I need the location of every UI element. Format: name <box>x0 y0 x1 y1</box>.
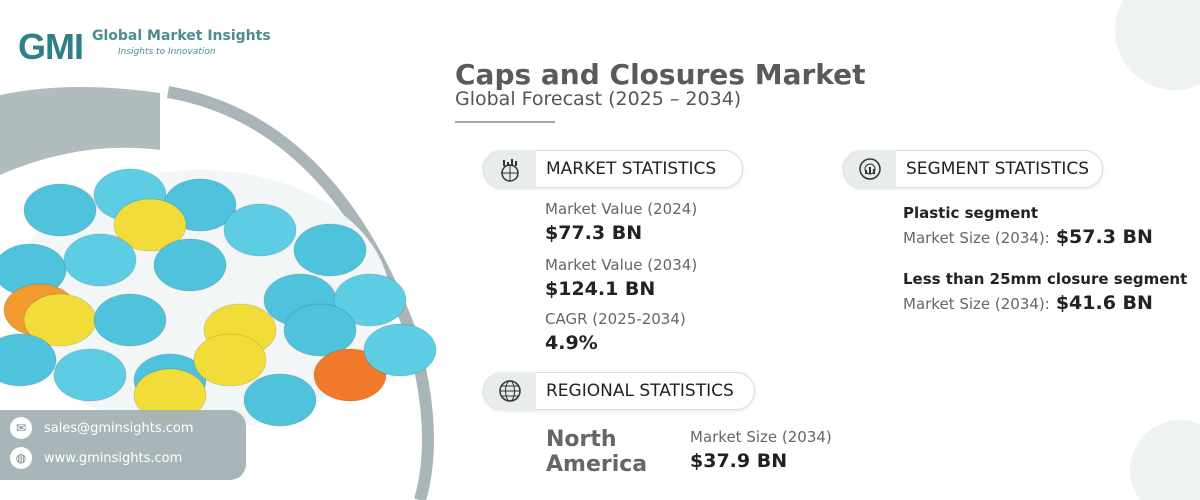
logo: GMI <box>18 26 84 67</box>
plastic-segment-name: Plastic segment <box>903 204 1039 222</box>
brand-tagline: Insights to Innovation <box>118 47 216 57</box>
plastic-segment-value: $57.3 BN <box>1055 226 1153 248</box>
email-link[interactable]: ✉ sales@gminsights.com <box>10 417 194 439</box>
plastic-segment-label: Market Size (2034): <box>903 229 1050 247</box>
plastic-segment-row: Market Size (2034): $57.3 BN <box>903 226 1153 248</box>
bottle-caps-image <box>0 168 437 430</box>
bottle-cap <box>333 273 407 327</box>
email-icon: ✉ <box>10 417 32 439</box>
website-link[interactable]: ◍ www.gminsights.com <box>10 447 182 469</box>
target-chart-icon <box>844 150 896 188</box>
bottle-cap <box>0 333 57 387</box>
bottle-cap <box>243 373 317 427</box>
cagr-value: 4.9% <box>545 332 598 354</box>
market-statistics-heading: MARKET STATISTICS <box>546 159 717 179</box>
bottle-cap <box>63 233 137 287</box>
market-value-2024: $77.3 BN <box>545 222 643 244</box>
bottle-cap <box>223 203 297 257</box>
bottle-cap <box>153 238 227 292</box>
bottle-cap <box>53 348 127 402</box>
bottle-cap <box>363 323 437 377</box>
chart-globe-icon <box>484 150 536 188</box>
bottle-cap <box>283 303 357 357</box>
closure-segment-value: $41.6 BN <box>1055 292 1153 314</box>
segment-statistics-header: SEGMENT STATISTICS <box>843 150 1103 188</box>
bottle-cap <box>193 333 267 387</box>
closure-segment-label: Market Size (2034): <box>903 295 1050 313</box>
region-name-line2: America <box>546 452 648 477</box>
market-value-2024-label: Market Value (2024) <box>545 200 698 218</box>
globe-icon <box>484 372 536 410</box>
segment-statistics-heading: SEGMENT STATISTICS <box>906 159 1090 179</box>
globe-icon: ◍ <box>10 447 32 469</box>
regional-statistics-header: REGIONAL STATISTICS <box>483 372 755 410</box>
regional-market-size-value: $37.9 BN <box>690 450 788 472</box>
website-text[interactable]: www.gminsights.com <box>44 450 183 466</box>
regional-statistics-heading: REGIONAL STATISTICS <box>546 381 734 401</box>
page-title: Caps and Closures Market <box>455 58 866 91</box>
bottle-cap <box>113 198 187 252</box>
region-name-line1: North <box>546 427 617 452</box>
regional-market-size-label: Market Size (2034) <box>690 428 832 446</box>
contact-box: ✉ sales@gminsights.com ◍ www.gminsights.co… <box>0 410 246 480</box>
closure-segment-row: Market Size (2034): $41.6 BN <box>903 292 1153 314</box>
cagr-label: CAGR (2025-2034) <box>545 310 686 328</box>
bottle-cap <box>23 183 97 237</box>
bottle-cap <box>93 293 167 347</box>
brand-name: Global Market Insights <box>92 28 271 44</box>
email-text[interactable]: sales@gminsights.com <box>44 420 194 436</box>
market-value-2034: $124.1 BN <box>545 278 656 300</box>
bottle-cap <box>313 348 387 402</box>
market-statistics-header: MARKET STATISTICS <box>483 150 743 188</box>
title-divider <box>455 121 555 123</box>
bottle-cap <box>293 223 367 277</box>
market-value-2034-label: Market Value (2034) <box>545 256 698 274</box>
closure-segment-name: Less than 25mm closure segment <box>903 270 1188 288</box>
page-subtitle: Global Forecast (2025 – 2034) <box>455 88 742 110</box>
